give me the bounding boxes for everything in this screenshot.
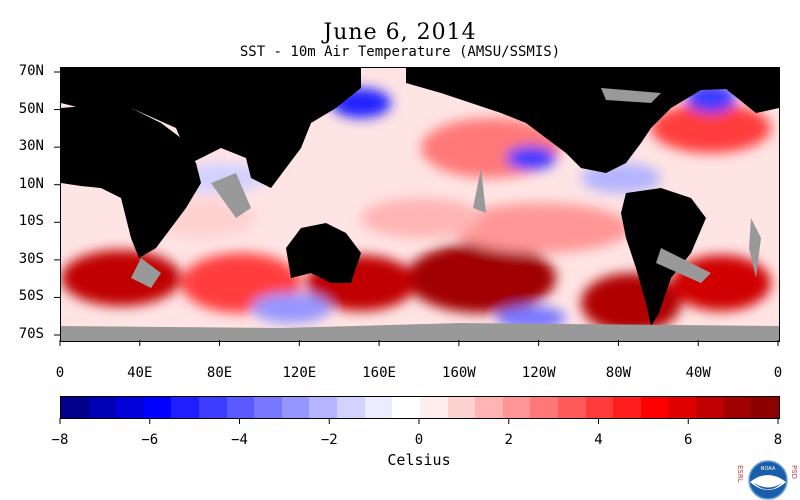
colorbar-cell [254,397,282,418]
colorbar-cell [475,397,503,418]
colorbar-title: Celsius [387,451,451,469]
colorbar-cell [116,397,144,418]
noaa-logo: ESRL NOAA PSD [738,460,798,500]
land-masses [61,68,779,326]
colorbar-cell [171,397,200,418]
colorbar-cell [392,397,420,418]
colorbar-cell [640,397,669,418]
latitude-label: 30S [18,250,44,267]
latitude-label: 70N [18,63,44,79]
longitude-label: 40W [685,365,711,381]
colorbar-tick-label: 8 [773,432,783,448]
colorbar-cell [613,397,641,418]
longitude-label: 160E [362,365,396,381]
colorbar-cell [723,397,752,418]
longitude-label: 120W [521,365,556,381]
longitude-label: 80W [605,365,632,381]
longitude-label: 160W [442,365,476,381]
longitude-label: 0 [773,365,783,381]
colorbar-cell [502,397,531,418]
colorbar-cell [530,397,558,418]
colorbar-tick-label: 0 [414,432,424,448]
logo-left-text: ESRL [738,465,744,483]
map-subtitle: SST - 10m Air Temperature (AMSU/SSMIS) [239,44,561,60]
colorbar-cell [557,397,586,418]
longitude-label: 40E [127,365,153,381]
longitude-label: 120E [282,365,317,381]
longitude-label: 0 [55,365,65,381]
colorbar-cell [585,397,614,418]
latitude-label: 50N [18,100,44,117]
colorbar-tick-label: −2 [320,432,338,448]
colorbar-cell [696,397,724,418]
latitude-label: 10N [18,175,44,192]
colorbar-cell [199,397,227,418]
colorbar-tick-label: 6 [684,432,693,448]
colorbar-cell [226,397,255,418]
colorbar-cell [751,397,779,418]
colorbar-cell [337,397,365,418]
colorbar-tick-label: 2 [504,432,513,448]
colorbar-cell [88,397,117,418]
colorbar-cell [309,397,338,418]
colorbar-tick-label: −8 [51,432,69,448]
map-graphic [61,68,779,341]
colorbar-cell [281,397,310,418]
colorbar-cell [364,397,393,418]
colorbar-cell [419,397,448,418]
colorbar-tick-label: −6 [141,432,159,448]
colorbar-tick-label: −4 [231,432,248,448]
colorbar-cell [143,397,172,418]
latitude-label: 10S [18,213,44,230]
sst-anomaly-map [60,67,780,342]
logo-right-text: PSD [790,465,798,479]
logo-agency-text: NOAA [761,466,776,472]
colorbar-cell [668,397,697,418]
latitude-label: 50S [18,288,44,305]
colorbar-cell [61,397,89,418]
latitude-label: 70S [18,326,44,342]
map-title: June 6, 2014 [323,20,477,45]
latitude-label: 30N [18,138,44,155]
colorbar-cell [447,397,476,418]
colorbar-tick-label: 4 [594,432,603,448]
longitude-label: 80E [206,365,233,381]
missing-data [61,88,779,341]
colorbar [60,396,780,419]
